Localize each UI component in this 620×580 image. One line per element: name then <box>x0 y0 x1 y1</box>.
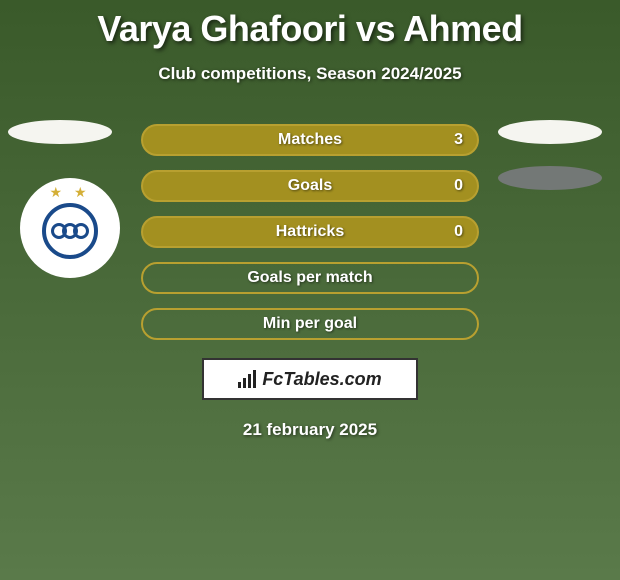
stat-label: Matches <box>278 131 342 149</box>
stat-label: Goals per match <box>247 269 372 287</box>
player-marker-left <box>8 120 112 144</box>
bar-chart-icon <box>238 370 256 388</box>
stat-row: Min per goal <box>0 308 620 340</box>
comparison-title: Varya Ghafoori vs Ahmed <box>0 0 620 50</box>
badge-stars-icon: ★ ★ <box>50 184 91 201</box>
stat-label: Goals <box>288 177 332 195</box>
brand-attribution: FcTables.com <box>202 358 418 400</box>
stat-goals-per-match: Goals per match <box>141 262 479 294</box>
badge-rings-icon <box>42 203 98 259</box>
stat-label: Hattricks <box>276 223 344 241</box>
player-marker-right-2 <box>498 166 602 190</box>
stat-hattricks: Hattricks 0 <box>141 216 479 248</box>
stat-goals: Goals 0 <box>141 170 479 202</box>
comparison-subtitle: Club competitions, Season 2024/2025 <box>0 64 620 84</box>
stat-value: 3 <box>454 131 463 149</box>
brand-label: FcTables.com <box>262 369 381 390</box>
stats-area: ★ ★ Matches 3 Goals 0 Hattricks 0 Goals … <box>0 124 620 340</box>
stat-matches: Matches 3 <box>141 124 479 156</box>
club-badge-left: ★ ★ <box>20 178 120 278</box>
stat-value: 0 <box>454 223 463 241</box>
stat-label: Min per goal <box>263 315 357 333</box>
player-marker-right-1 <box>498 120 602 144</box>
stat-min-per-goal: Min per goal <box>141 308 479 340</box>
stat-value: 0 <box>454 177 463 195</box>
snapshot-date: 21 february 2025 <box>0 420 620 440</box>
